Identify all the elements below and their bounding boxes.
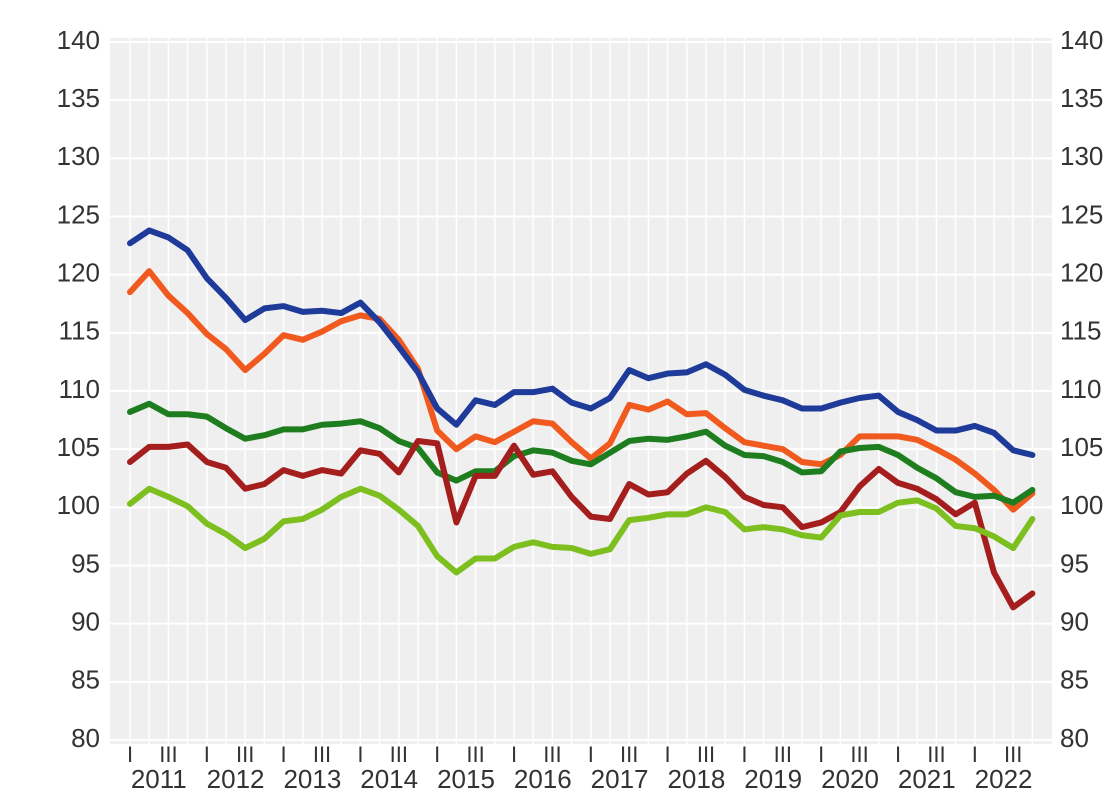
y-tick-label: 135 [57,83,100,113]
y2-tick-label: 135 [1060,83,1103,113]
y-tick-label: 110 [59,374,100,404]
year-label: 2011 [131,764,187,793]
year-label: 2018 [667,764,725,793]
x-tick-label: III [543,742,561,767]
year-label: 2014 [360,764,418,793]
y2-tick-label: 120 [1060,258,1103,288]
x-tick-label: III [697,742,715,767]
x-tick-label: I [434,742,440,767]
y-tick-label: 80 [71,723,100,753]
y2-tick-label: 130 [1060,141,1103,171]
y-tick-label: 120 [57,258,100,288]
y2-tick-label: 125 [1060,199,1103,229]
x-tick-label: I [972,742,978,767]
series-line [127,438,1036,611]
x-tick-label: III [236,742,254,767]
y-tick-label: 130 [57,141,100,171]
y2-tick-label: 110 [1060,374,1101,404]
y2-tick-label: 85 [1060,665,1089,695]
y-tick-label: 140 [57,25,100,55]
x-tick-label: III [774,742,792,767]
year-label: 2021 [898,764,956,793]
series-line [127,268,1036,513]
y-tick-label: 100 [57,490,100,520]
year-label: 2016 [514,764,572,793]
y-tick-label: 115 [59,316,100,346]
x-tick-label: I [127,742,133,767]
x-tick-label: I [357,742,363,767]
x-tick-label: III [159,742,177,767]
y-tick-label: 125 [57,199,100,229]
series-line [127,227,1036,458]
year-label: 2022 [975,764,1033,793]
y2-tick-label: 95 [1060,548,1089,578]
y-tick-label: 85 [71,665,100,695]
x-tick-label: III [850,742,868,767]
year-label: 2020 [821,764,879,793]
x-tick-label: I [818,742,824,767]
year-label: 2019 [744,764,802,793]
x-tick-label: I [895,742,901,767]
y2-tick-label: 90 [1060,607,1089,637]
year-label: 2013 [283,764,341,793]
x-tick-label: I [281,742,287,767]
x-tick-label: III [1004,742,1022,767]
y2-tick-label: 140 [1060,25,1103,55]
x-tick-label: III [620,742,638,767]
year-label: 2015 [437,764,495,793]
x-tick-label: III [313,742,331,767]
y-tick-label: 105 [57,432,100,462]
x-tick-label: I [665,742,671,767]
x-tick-label: III [390,742,408,767]
y2-tick-label: 100 [1060,490,1103,520]
x-tick-label: I [204,742,210,767]
x-tick-label: I [588,742,594,767]
y-tick-label: 95 [71,548,100,578]
series-line [127,400,1036,506]
y2-tick-label: 115 [1060,316,1101,346]
y2-tick-label: 80 [1060,723,1089,753]
y2-tick-label: 105 [1060,432,1103,462]
year-label: 2012 [207,764,265,793]
x-tick-label: III [927,742,945,767]
x-tick-label: I [511,742,517,767]
x-tick-label: I [741,742,747,767]
x-tick-label: III [466,742,484,767]
series-line [127,485,1036,576]
y-tick-label: 90 [71,607,100,637]
year-label: 2017 [591,764,649,793]
